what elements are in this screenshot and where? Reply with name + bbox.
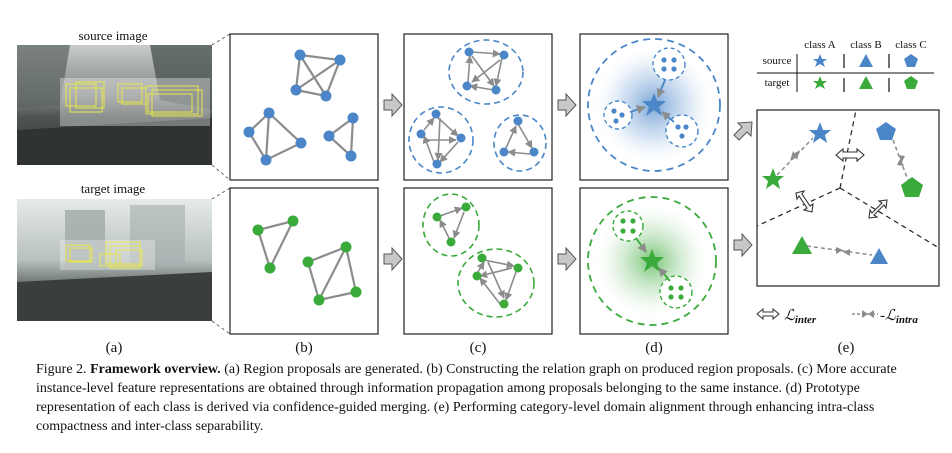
legend-col-class-b: class B	[850, 39, 881, 51]
caption-body: (a) Region proposals are generated. (b) …	[36, 362, 897, 434]
loss-legend: ℒinter -ℒintra	[756, 307, 918, 326]
inter-class-push	[795, 147, 888, 219]
intra-loss-dash: -	[880, 308, 885, 324]
instance-clusters-target	[422, 193, 535, 318]
panel-e: class A class B class C source target	[756, 39, 940, 356]
class-b-target-triangle	[792, 236, 812, 254]
source-image	[17, 45, 212, 165]
step-arrow-b-c	[383, 92, 403, 272]
target-image-title: target image	[81, 181, 146, 196]
source-prototype-star	[642, 93, 666, 116]
prototype-region-target	[587, 196, 717, 326]
framework-figure: source image target image	[17, 28, 940, 356]
step-arrow-d-e	[733, 121, 753, 258]
step-arrow-c-d	[557, 92, 577, 272]
legend-col-class-a: class A	[804, 39, 836, 51]
inter-loss-subscript: inter	[795, 314, 817, 326]
source-proposal-nodes	[243, 49, 359, 166]
instance-nodes-target	[432, 202, 523, 309]
class-b-source-triangle	[870, 248, 888, 264]
legend-col-class-c: class C	[895, 39, 926, 51]
intra-loss-arrow-icon	[852, 310, 878, 318]
figure-caption: Figure 2. Framework overview. (a) Region…	[36, 360, 936, 436]
panel-b: (b)	[229, 33, 379, 356]
legend-source-class-a-star	[813, 54, 827, 67]
intra-class-pull	[776, 137, 909, 256]
target-image	[17, 199, 212, 321]
legend-target-class-a-star	[813, 76, 827, 89]
inter-loss-symbol: ℒ	[784, 308, 796, 324]
caption-figure-number: Figure 2.	[36, 362, 87, 377]
panel-c-source-frame	[403, 33, 553, 181]
decision-boundaries	[756, 109, 940, 249]
class-a-source-star	[809, 122, 831, 143]
legend-source-class-c-pentagon	[904, 54, 918, 67]
panel-c-label: (c)	[470, 340, 487, 356]
caption-heading: Framework overview.	[90, 362, 221, 377]
legend-row-target: target	[765, 77, 790, 89]
legend-target-class-c-pentagon	[904, 76, 918, 89]
instance-nodes-source	[416, 47, 539, 169]
source-image-title: source image	[79, 28, 148, 43]
zoom-connectors	[211, 33, 231, 335]
alignment-space-frame	[756, 109, 940, 287]
legend-row-source: source	[763, 55, 792, 67]
panel-a-label: (a)	[106, 340, 123, 356]
svg-text:-ℒintra: -ℒintra	[880, 308, 918, 326]
propagation-edges-target	[439, 206, 517, 305]
class-c-target-pentagon	[901, 177, 923, 197]
class-legend: class A class B class C source target	[757, 39, 934, 92]
target-proposal-nodes	[252, 215, 362, 306]
legend-target-class-b-triangle	[859, 76, 873, 89]
intra-loss-symbol: ℒ	[885, 308, 897, 324]
panel-b-label: (b)	[295, 340, 313, 356]
target-prototype-star	[640, 249, 664, 272]
intra-loss-subscript: intra	[896, 314, 919, 326]
legend-source-class-b-triangle	[859, 54, 873, 67]
panel-e-label: (e)	[838, 340, 855, 356]
inter-loss-arrow-icon	[756, 307, 780, 321]
propagation-edges-source	[422, 49, 533, 163]
instance-clusters-source	[408, 39, 547, 174]
panel-c-target-frame	[403, 187, 553, 335]
class-c-source-pentagon	[876, 122, 896, 140]
panel-c: (c)	[403, 33, 553, 356]
class-a-target-star	[762, 168, 784, 189]
panel-a: source image target image	[17, 28, 212, 356]
panel-d: (d)	[579, 33, 729, 356]
panel-d-label: (d)	[645, 340, 663, 356]
prototype-region-source	[587, 38, 721, 172]
svg-text:ℒinter: ℒinter	[784, 308, 817, 326]
